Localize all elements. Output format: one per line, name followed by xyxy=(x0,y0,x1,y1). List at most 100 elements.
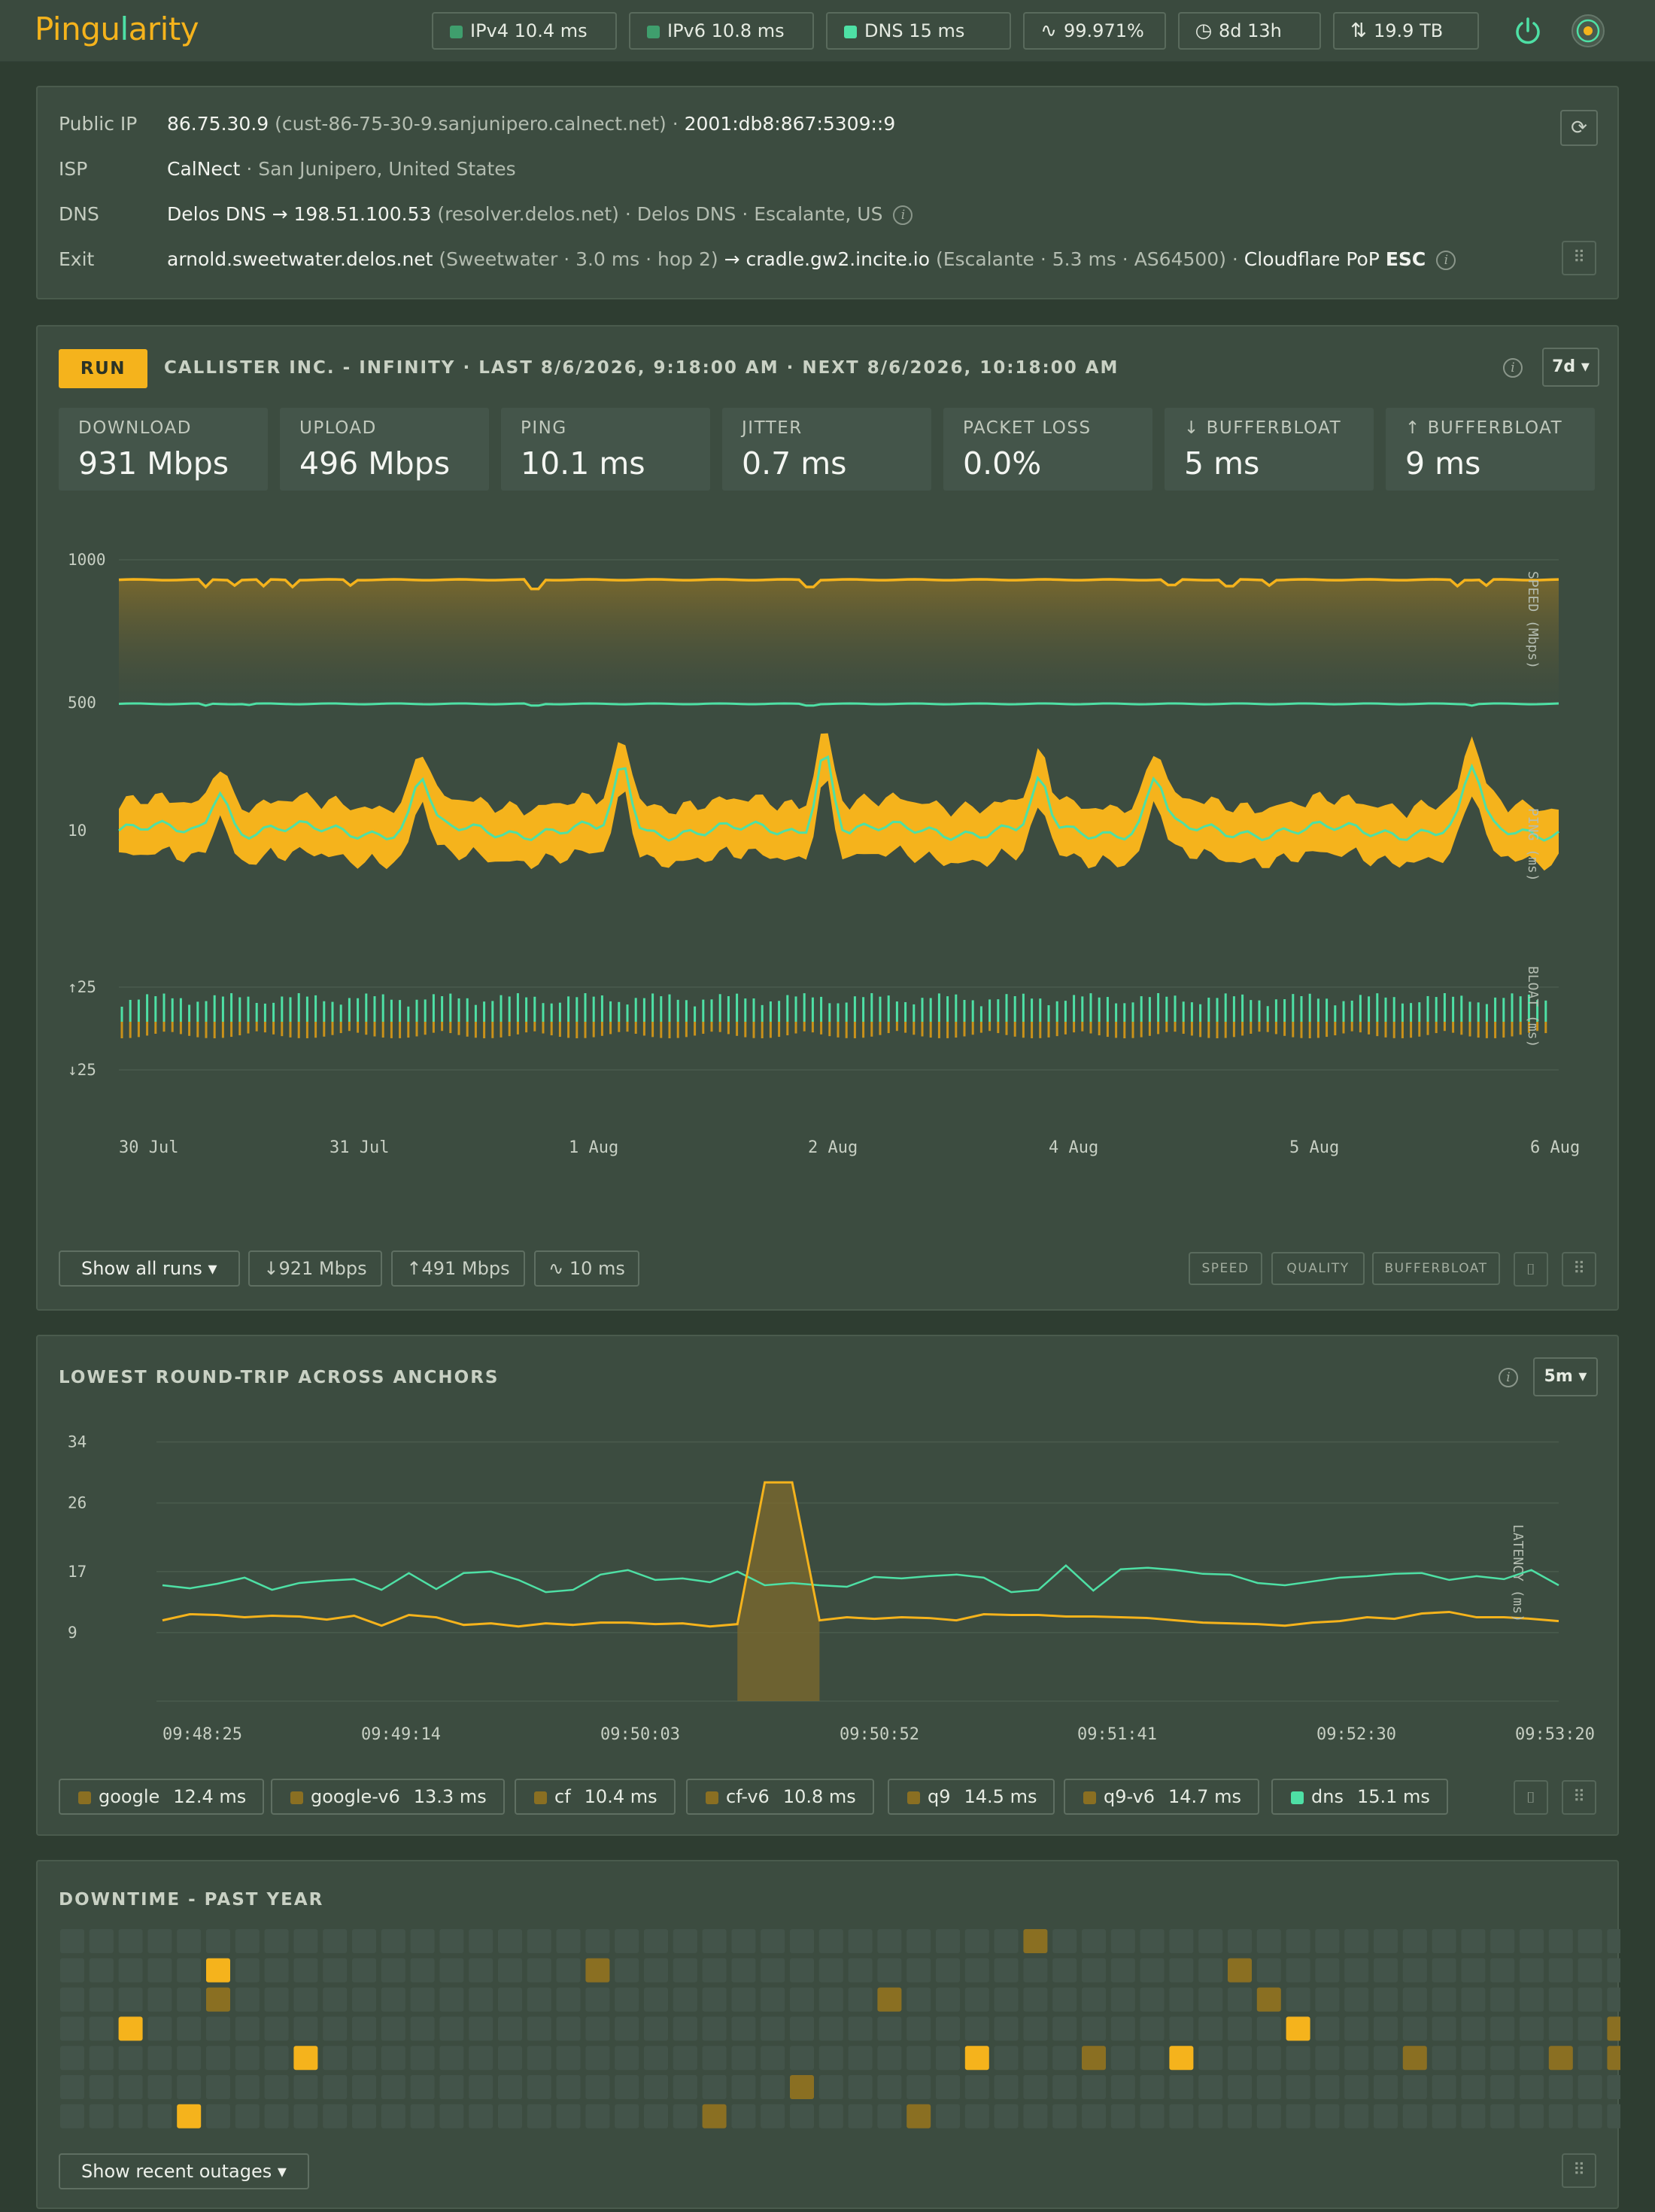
downtime-day-cell[interactable] xyxy=(644,1958,668,1983)
downtime-day-cell[interactable] xyxy=(1344,1958,1369,1983)
downtime-day-cell[interactable] xyxy=(994,2104,1019,2128)
downtime-day-cell[interactable] xyxy=(1402,2046,1427,2071)
ipv6-status-pill[interactable]: IPv6 10.8 ms xyxy=(629,12,814,50)
downtime-day-cell[interactable] xyxy=(644,2075,668,2099)
downtime-day-cell[interactable] xyxy=(1023,2016,1048,2041)
app-logo[interactable]: Pingularity xyxy=(35,11,199,47)
downtime-day-cell[interactable] xyxy=(790,1958,814,1983)
downtime-day-cell[interactable] xyxy=(147,2075,172,2099)
downtime-day-cell[interactable] xyxy=(877,1929,902,1953)
show-all-runs-button[interactable]: Show all runs ▾ xyxy=(59,1250,240,1287)
downtime-day-cell[interactable] xyxy=(790,2075,814,2099)
downtime-day-cell[interactable] xyxy=(147,2104,172,2128)
downtime-day-cell[interactable] xyxy=(1082,1929,1106,1953)
downtime-day-cell[interactable] xyxy=(293,2075,318,2099)
downtime-day-cell[interactable] xyxy=(848,1929,873,1953)
downtime-day-cell[interactable] xyxy=(556,1987,581,2012)
downtime-day-cell[interactable] xyxy=(89,2075,114,2099)
downtime-day-cell[interactable] xyxy=(410,2104,435,2128)
downtime-day-cell[interactable] xyxy=(1490,1929,1515,1953)
downtime-day-cell[interactable] xyxy=(1140,2075,1165,2099)
downtime-day-cell[interactable] xyxy=(702,2104,727,2128)
downtime-day-cell[interactable] xyxy=(1432,2075,1456,2099)
downtime-day-cell[interactable] xyxy=(1286,1929,1310,1953)
downtime-day-cell[interactable] xyxy=(410,1958,435,1983)
downtime-day-cell[interactable] xyxy=(818,2104,843,2128)
downtime-day-cell[interactable] xyxy=(994,2016,1019,2041)
downtime-day-cell[interactable] xyxy=(702,1929,727,1953)
downtime-day-cell[interactable] xyxy=(1169,1958,1194,1983)
downtime-day-cell[interactable] xyxy=(147,2016,172,2041)
downtime-day-cell[interactable] xyxy=(439,2016,464,2041)
downtime-day-cell[interactable] xyxy=(702,1987,727,2012)
downtime-day-cell[interactable] xyxy=(1110,2104,1135,2128)
downtime-day-cell[interactable] xyxy=(147,1929,172,1953)
downtime-day-cell[interactable] xyxy=(1052,1929,1077,1953)
downtime-day-cell[interactable] xyxy=(206,1929,230,1953)
drag-handle-icon[interactable]: ⠿ xyxy=(1562,1252,1596,1287)
downtime-day-cell[interactable] xyxy=(790,1987,814,2012)
downtime-day-cell[interactable] xyxy=(1082,2046,1106,2071)
downtime-day-cell[interactable] xyxy=(1402,1958,1427,1983)
downtime-day-cell[interactable] xyxy=(848,2046,873,2071)
downtime-day-cell[interactable] xyxy=(731,2016,756,2041)
downtime-day-cell[interactable] xyxy=(1140,2016,1165,2041)
downtime-day-cell[interactable] xyxy=(147,1987,172,2012)
drag-handle-icon[interactable]: ⠿ xyxy=(1562,1780,1596,1815)
downtime-day-cell[interactable] xyxy=(1374,1929,1398,1953)
downtime-day-cell[interactable] xyxy=(177,2075,202,2099)
downtime-day-cell[interactable] xyxy=(1490,1987,1515,2012)
downtime-day-cell[interactable] xyxy=(877,2016,902,2041)
downtime-day-cell[interactable] xyxy=(936,2046,960,2071)
downtime-day-cell[interactable] xyxy=(1052,2104,1077,2128)
downtime-day-cell[interactable] xyxy=(761,2016,785,2041)
downtime-day-cell[interactable] xyxy=(1023,1929,1048,1953)
bufferbloat-toggle[interactable]: BUFFERBLOAT xyxy=(1372,1252,1500,1285)
downtime-day-cell[interactable] xyxy=(1228,2075,1252,2099)
downtime-day-cell[interactable] xyxy=(673,2016,697,2041)
downtime-day-cell[interactable] xyxy=(1344,2016,1369,2041)
downtime-day-cell[interactable] xyxy=(906,1958,931,1983)
downtime-day-cell[interactable] xyxy=(439,2104,464,2128)
downtime-day-cell[interactable] xyxy=(615,2016,639,2041)
downtime-day-cell[interactable] xyxy=(264,2046,289,2071)
downtime-day-cell[interactable] xyxy=(1578,1929,1602,1953)
downtime-day-cell[interactable] xyxy=(1023,1958,1048,1983)
anchors-range-select[interactable]: 5m ▾ xyxy=(1533,1357,1598,1396)
downtime-day-cell[interactable] xyxy=(1578,2104,1602,2128)
downtime-day-cell[interactable] xyxy=(906,2075,931,2099)
downtime-day-cell[interactable] xyxy=(1110,2075,1135,2099)
downtime-day-cell[interactable] xyxy=(410,2046,435,2071)
downtime-day-cell[interactable] xyxy=(644,1929,668,1953)
downtime-day-cell[interactable] xyxy=(1023,1987,1048,2012)
downtime-day-cell[interactable] xyxy=(323,2046,348,2071)
downtime-day-cell[interactable] xyxy=(615,2075,639,2099)
downtime-day-cell[interactable] xyxy=(469,2104,493,2128)
downtime-day-cell[interactable] xyxy=(410,1987,435,2012)
downtime-day-cell[interactable] xyxy=(89,1929,114,1953)
downtime-day-cell[interactable] xyxy=(1344,2075,1369,2099)
downtime-day-cell[interactable] xyxy=(1228,1987,1252,2012)
downtime-day-cell[interactable] xyxy=(818,2075,843,2099)
downtime-day-cell[interactable] xyxy=(1374,2016,1398,2041)
downtime-day-cell[interactable] xyxy=(818,1929,843,1953)
downtime-day-cell[interactable] xyxy=(1402,1987,1427,2012)
downtime-day-cell[interactable] xyxy=(89,1987,114,2012)
downtime-day-cell[interactable] xyxy=(381,2046,405,2071)
downtime-day-cell[interactable] xyxy=(527,2046,551,2071)
downtime-day-cell[interactable] xyxy=(1198,2016,1223,2041)
downtime-day-cell[interactable] xyxy=(1052,2075,1077,2099)
downtime-day-cell[interactable] xyxy=(118,2046,143,2071)
downtime-day-cell[interactable] xyxy=(410,2016,435,2041)
show-recent-outages-button[interactable]: Show recent outages ▾ xyxy=(59,2153,309,2189)
downtime-day-cell[interactable] xyxy=(1110,1987,1135,2012)
downtime-day-cell[interactable] xyxy=(1578,2075,1602,2099)
downtime-day-cell[interactable] xyxy=(1256,2016,1281,2041)
downtime-day-cell[interactable] xyxy=(206,1958,230,1983)
downtime-day-cell[interactable] xyxy=(761,2104,785,2128)
downtime-day-cell[interactable] xyxy=(1432,1929,1456,1953)
anchors-info-icon[interactable]: i xyxy=(1499,1368,1518,1387)
downtime-day-cell[interactable] xyxy=(585,1929,610,1953)
downtime-day-cell[interactable] xyxy=(877,2046,902,2071)
downtime-day-cell[interactable] xyxy=(527,1987,551,2012)
